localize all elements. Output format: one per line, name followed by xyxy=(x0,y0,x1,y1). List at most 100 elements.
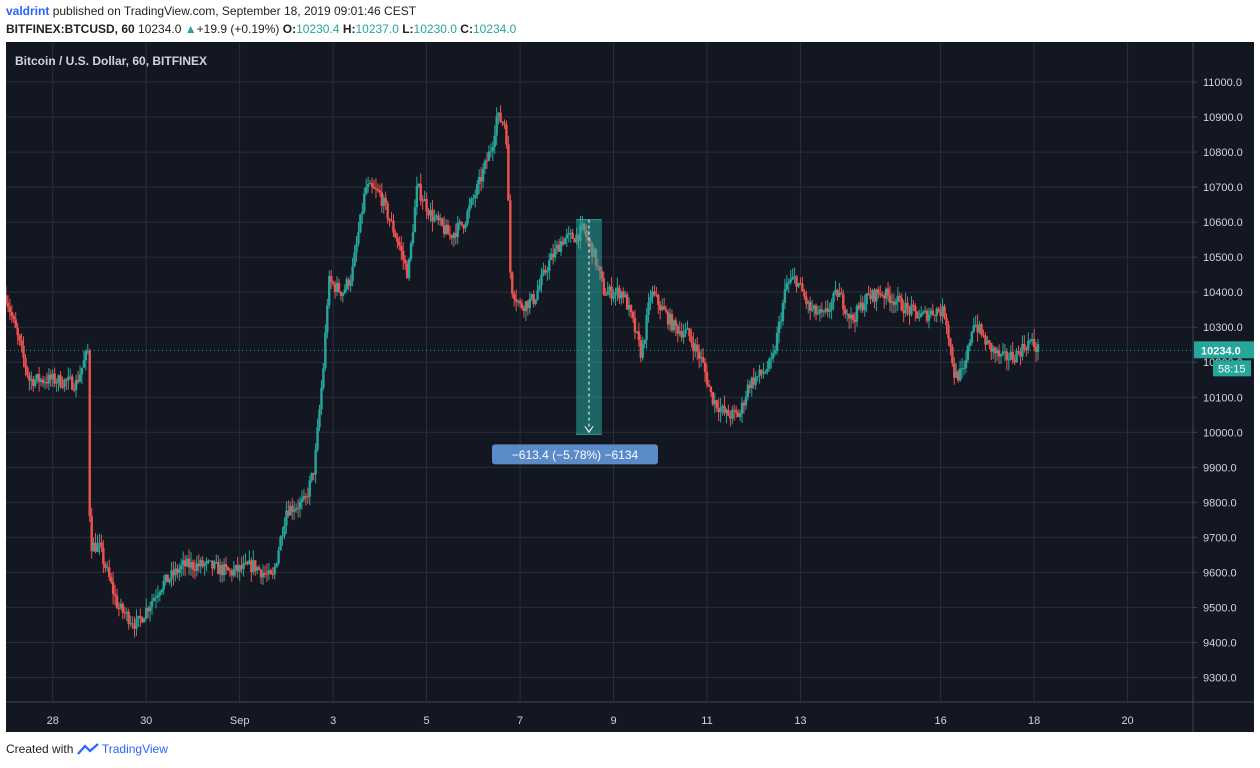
candle-body xyxy=(22,345,25,358)
y-tick-label: 10100.0 xyxy=(1203,392,1243,404)
candle-body xyxy=(121,603,125,613)
candle-body xyxy=(935,308,938,316)
candle-body xyxy=(396,237,399,242)
candle-body xyxy=(877,289,880,294)
candle-body xyxy=(853,319,857,322)
y-tick-label: 9300.0 xyxy=(1203,672,1237,684)
candle-body xyxy=(1023,343,1026,349)
candle-body xyxy=(158,592,162,596)
candle-body xyxy=(972,325,975,332)
candle-body xyxy=(287,510,290,516)
candle-body xyxy=(195,563,199,571)
candle-body xyxy=(655,294,658,296)
candle-body xyxy=(63,379,66,388)
candle-body xyxy=(1009,351,1012,360)
candle-body xyxy=(144,608,148,619)
candle-body xyxy=(756,375,759,377)
candle-body xyxy=(137,615,140,619)
candle-body xyxy=(608,286,611,292)
candle-body xyxy=(526,301,530,309)
candle-body xyxy=(573,238,576,243)
candle-body xyxy=(111,581,115,594)
candle-body xyxy=(670,313,674,331)
candle-body xyxy=(787,282,790,284)
candle-body xyxy=(955,371,958,378)
candle-body xyxy=(125,611,128,614)
candle-body xyxy=(306,496,310,498)
chart-area[interactable]: −613.4 (−5.78%) −6134 Bitcoin / U.S. Doll… xyxy=(4,42,1254,732)
candle-body xyxy=(894,301,898,305)
author-link[interactable]: valdrint xyxy=(6,4,50,18)
candle-body xyxy=(310,472,313,481)
y-tick-label: 10900.0 xyxy=(1203,112,1243,124)
x-tick-label: 28 xyxy=(47,715,59,727)
candle-body xyxy=(865,293,868,305)
candle-body xyxy=(446,224,450,235)
candle-body xyxy=(466,211,469,224)
candle-body xyxy=(795,276,798,287)
candle-body xyxy=(255,567,259,571)
candle-body xyxy=(898,295,901,299)
candle-body xyxy=(499,112,502,122)
candle-body xyxy=(536,290,539,300)
candle-body xyxy=(178,569,181,574)
candle-body xyxy=(635,331,639,333)
candles-group xyxy=(4,105,1040,638)
high-value: 10237.0 xyxy=(355,22,399,36)
measure-label-bg xyxy=(491,444,658,465)
candle-body xyxy=(183,560,187,567)
candle-body xyxy=(324,332,327,369)
candle-body xyxy=(869,295,872,300)
candle-body xyxy=(649,297,652,303)
candle-body xyxy=(818,309,822,314)
y-tick-label: 10300.0 xyxy=(1203,322,1243,334)
y-tick-label: 10400.0 xyxy=(1203,287,1243,299)
candle-body xyxy=(172,570,175,576)
candle-body xyxy=(964,359,968,368)
candle-body xyxy=(259,569,263,578)
candle-body xyxy=(929,310,933,315)
candle-body xyxy=(863,304,866,311)
candle-body xyxy=(106,567,109,569)
candle-body xyxy=(808,301,812,311)
candle-body xyxy=(890,301,894,304)
candle-body xyxy=(479,176,483,182)
candle-body xyxy=(886,288,890,296)
candle-body xyxy=(370,182,374,187)
candle-body xyxy=(725,409,728,414)
candle-body xyxy=(793,276,796,278)
candle-body xyxy=(781,302,785,322)
candle-body xyxy=(476,184,479,196)
tradingview-brand[interactable]: TradingView xyxy=(101,742,168,756)
low-label: L: xyxy=(402,22,414,36)
candle-body xyxy=(857,305,861,309)
publish-info: valdrint published on TradingView.com, S… xyxy=(6,4,416,18)
candle-body xyxy=(803,291,806,297)
candle-body xyxy=(281,535,284,537)
candle-body xyxy=(417,183,421,187)
candle-body xyxy=(335,282,339,292)
candle-body xyxy=(939,311,942,317)
candle-body xyxy=(298,501,302,509)
price-chart[interactable]: −613.4 (−5.78%) −6134 Bitcoin / U.S. Doll… xyxy=(4,42,1254,732)
candle-body xyxy=(53,373,56,384)
candle-body xyxy=(692,342,695,352)
candle-body xyxy=(647,302,650,315)
y-tick-label: 10000.0 xyxy=(1203,427,1243,439)
candle-body xyxy=(88,350,91,517)
candle-body xyxy=(696,344,699,352)
x-tick-label: 30 xyxy=(140,715,152,727)
candle-body xyxy=(832,293,835,302)
candle-body xyxy=(361,211,364,215)
candle-body xyxy=(956,371,960,381)
candle-body xyxy=(398,241,401,246)
y-tick-label: 9500.0 xyxy=(1203,602,1237,614)
ohlc-legend: BITFINEX:BTCUSD, 60 10234.0 ▲+19.9 (+0.1… xyxy=(6,22,516,36)
candle-body xyxy=(129,623,132,625)
candle-body xyxy=(28,375,31,381)
candle-body xyxy=(308,480,311,497)
candle-body xyxy=(773,350,777,354)
countdown-badge xyxy=(1213,360,1251,377)
x-tick-label: Sep xyxy=(230,715,250,727)
candle-body xyxy=(477,176,481,185)
